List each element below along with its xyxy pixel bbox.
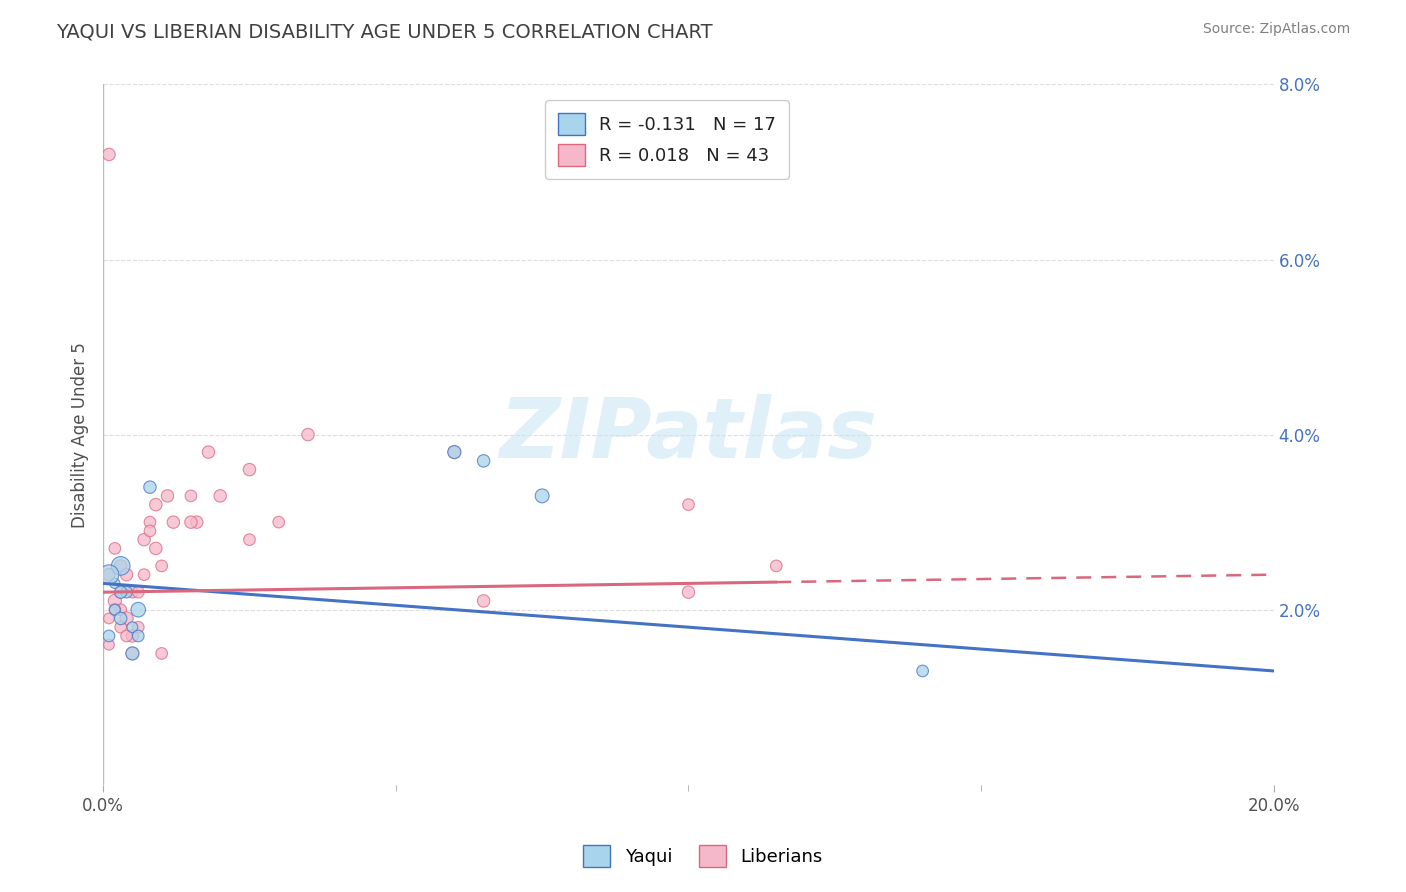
Point xyxy=(98,638,121,652)
Point xyxy=(104,594,127,608)
Point xyxy=(121,647,143,661)
Point xyxy=(98,567,121,582)
Text: ZIPatlas: ZIPatlas xyxy=(499,394,877,475)
Point xyxy=(139,480,162,494)
Point xyxy=(197,445,219,459)
Text: YAQUI VS LIBERIAN DISABILITY AGE UNDER 5 CORRELATION CHART: YAQUI VS LIBERIAN DISABILITY AGE UNDER 5… xyxy=(56,22,713,41)
Point xyxy=(238,533,260,547)
Text: Source: ZipAtlas.com: Source: ZipAtlas.com xyxy=(1202,22,1350,37)
Point xyxy=(110,602,132,616)
Point xyxy=(104,576,127,591)
Point xyxy=(115,567,138,582)
Point xyxy=(121,629,143,643)
Point xyxy=(472,594,495,608)
Point xyxy=(209,489,232,503)
Point xyxy=(443,445,465,459)
Point xyxy=(765,558,787,573)
Point xyxy=(127,602,149,616)
Point xyxy=(110,585,132,599)
Point xyxy=(139,515,162,529)
Point xyxy=(156,489,179,503)
Point xyxy=(110,611,132,625)
Point xyxy=(678,585,700,599)
Point xyxy=(180,515,202,529)
Point xyxy=(127,620,149,634)
Point xyxy=(115,629,138,643)
Point xyxy=(531,489,554,503)
Point xyxy=(121,620,143,634)
Point xyxy=(110,558,132,573)
Point xyxy=(472,454,495,468)
Point xyxy=(104,602,127,616)
Point xyxy=(145,498,167,512)
Point xyxy=(110,585,132,599)
Point xyxy=(139,524,162,538)
Point xyxy=(150,647,173,661)
Point xyxy=(162,515,184,529)
Legend: R = -0.131   N = 17, R = 0.018   N = 43: R = -0.131 N = 17, R = 0.018 N = 43 xyxy=(546,101,789,178)
Y-axis label: Disability Age Under 5: Disability Age Under 5 xyxy=(72,342,89,527)
Point xyxy=(911,664,934,678)
Point xyxy=(297,427,319,442)
Point xyxy=(110,558,132,573)
Legend: Yaqui, Liberians: Yaqui, Liberians xyxy=(576,838,830,874)
Point xyxy=(115,611,138,625)
Point xyxy=(104,541,127,556)
Point xyxy=(132,567,155,582)
Point xyxy=(150,558,173,573)
Point xyxy=(186,515,208,529)
Point xyxy=(121,647,143,661)
Point xyxy=(110,620,132,634)
Point xyxy=(180,489,202,503)
Point xyxy=(443,445,465,459)
Point xyxy=(132,533,155,547)
Point xyxy=(121,585,143,599)
Point xyxy=(115,585,138,599)
Point xyxy=(238,462,260,476)
Point xyxy=(104,602,127,616)
Point xyxy=(98,147,121,161)
Point xyxy=(145,541,167,556)
Point xyxy=(127,585,149,599)
Point xyxy=(678,498,700,512)
Point xyxy=(267,515,290,529)
Point xyxy=(98,567,121,582)
Point xyxy=(98,629,121,643)
Point xyxy=(98,611,121,625)
Point xyxy=(127,629,149,643)
